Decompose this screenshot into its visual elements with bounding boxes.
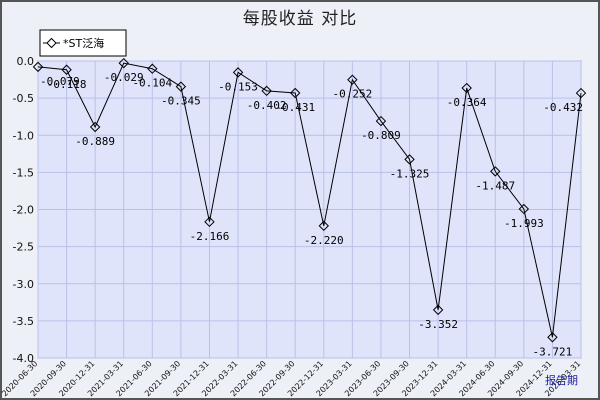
data-point [461, 82, 472, 94]
data-point [118, 57, 129, 69]
data-label: -0.104 [132, 77, 172, 90]
data-point [232, 67, 244, 78]
data-point [261, 85, 272, 97]
data-point [147, 63, 158, 74]
data-point [518, 203, 530, 215]
data-label: -0.118 [47, 78, 87, 91]
data-point [432, 304, 444, 316]
data-label: -3.721 [533, 345, 573, 358]
y-tick-label: 0.0 [17, 55, 35, 68]
series-line [37, 62, 582, 338]
data-label: -0.402 [247, 99, 287, 112]
legend-entry: *ST泛海 [63, 36, 104, 50]
x-axis: 2020-06-302020-09-302020-12-312021-03-31… [0, 359, 582, 398]
data-point [175, 81, 187, 92]
series-group: -0.079-0.118 -0.889 -0.029-0.104 -0.345 -2.1… [32, 57, 587, 358]
data-label: -0.029 [104, 71, 144, 84]
data-point [318, 220, 329, 232]
legend-marker-icon [46, 37, 57, 49]
data-label: -2.220 [304, 234, 344, 247]
data-label: -0.153 [218, 80, 258, 93]
data-point [575, 87, 587, 99]
data-label: -0.432 [543, 101, 583, 114]
y-tick-label: -2.5 [13, 241, 34, 254]
data-point [347, 74, 358, 85]
data-label: -0.431 [275, 101, 315, 114]
data-label: -3.352 [418, 318, 458, 331]
data-point [32, 61, 44, 73]
data-point [547, 332, 558, 343]
chart-title: 每股收益 对比 [242, 9, 358, 29]
y-tick-label: -4.0 [13, 352, 34, 365]
data-label: -1.325 [390, 167, 430, 180]
data-point [490, 166, 501, 177]
y-tick-label: -2.0 [13, 204, 34, 217]
y-tick-label: -1.0 [13, 129, 34, 142]
data-point [61, 64, 72, 75]
data-point [89, 121, 101, 133]
data-point [375, 115, 387, 127]
y-tick-label: -3.0 [13, 278, 34, 291]
data-label: -0.079 [40, 75, 80, 88]
legend: *ST泛海 [39, 29, 127, 57]
data-label: -1.993 [504, 217, 544, 230]
y-axis: 0.0 -0.5 -1.0 -1.5 -2.0 -2.5 -3.0 -3.5 -4.0 [13, 55, 34, 365]
data-label: -0.252 [332, 88, 372, 101]
data-label: -2.166 [190, 230, 230, 243]
y-tick-label: -1.5 [13, 166, 34, 179]
y-tick-label: -0.5 [13, 92, 34, 105]
gridlines [37, 60, 582, 359]
x-axis-title: 报告期 [545, 373, 578, 387]
data-label: -0.809 [361, 129, 401, 142]
data-point [404, 154, 415, 165]
data-label: -0.889 [75, 135, 115, 148]
data-point [204, 216, 215, 228]
data-point [290, 87, 301, 99]
y-tick-label: -3.5 [13, 315, 34, 328]
data-label: -1.487 [475, 179, 515, 192]
data-label: -0.345 [161, 95, 201, 108]
data-label: -0.364 [447, 96, 487, 109]
